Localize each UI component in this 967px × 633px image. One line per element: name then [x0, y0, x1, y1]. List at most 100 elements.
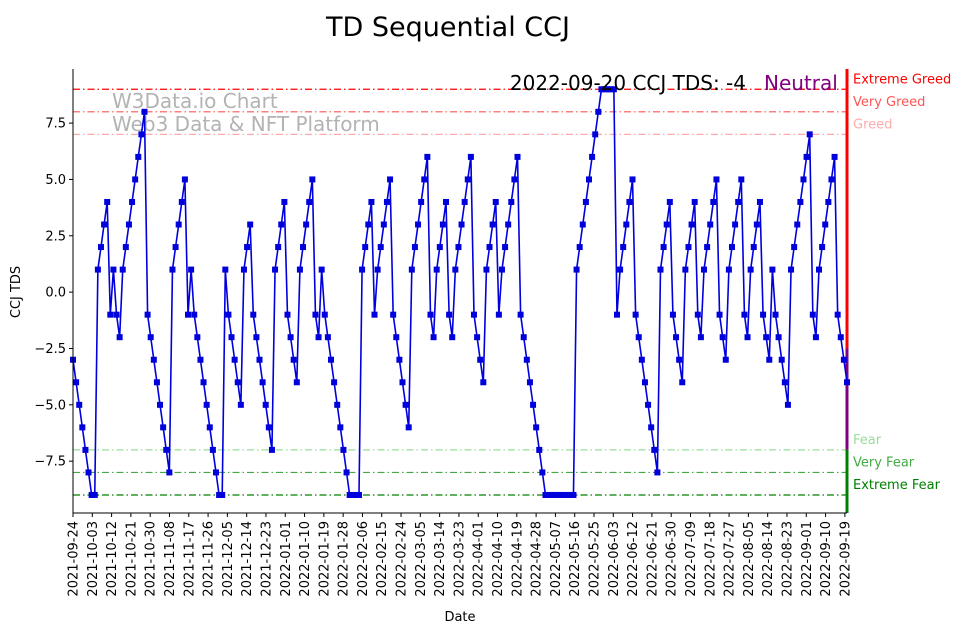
data-point-193 — [669, 311, 676, 318]
data-point-195 — [676, 356, 683, 363]
data-point-135 — [489, 221, 496, 228]
data-point-27 — [153, 379, 160, 386]
data-point-95 — [365, 221, 372, 228]
data-point-235 — [800, 176, 807, 183]
data-point-30 — [163, 446, 170, 453]
data-point-102 — [387, 176, 394, 183]
x-tick-label-2: 2021-10-12 — [105, 521, 120, 597]
data-point-129 — [470, 311, 477, 318]
x-tick-label-35: 2022-08-05 — [742, 521, 757, 597]
x-tick-label-12: 2022-01-10 — [298, 521, 313, 597]
data-point-200 — [691, 198, 698, 205]
data-point-24 — [144, 311, 151, 318]
data-point-198 — [685, 244, 692, 251]
x-tick-label-26: 2022-05-16 — [568, 521, 583, 597]
data-point-209 — [719, 334, 726, 341]
data-point-3 — [79, 424, 86, 431]
data-point-72 — [293, 379, 300, 386]
band-label-0: Extreme Greed — [853, 72, 951, 87]
data-point-238 — [809, 311, 816, 318]
data-point-23 — [141, 108, 148, 115]
data-point-208 — [716, 311, 723, 318]
x-tick-label-21: 2022-04-01 — [472, 521, 487, 597]
data-point-12 — [107, 311, 114, 318]
data-point-20 — [132, 176, 139, 183]
data-point-229 — [781, 379, 788, 386]
data-point-60 — [256, 356, 263, 363]
data-point-196 — [679, 379, 686, 386]
data-point-45 — [209, 446, 216, 453]
data-point-39 — [191, 311, 198, 318]
data-point-227 — [775, 334, 782, 341]
x-tick-label-34: 2022-07-27 — [723, 521, 738, 597]
data-point-49 — [222, 266, 229, 273]
x-tick-label-28: 2022-06-03 — [607, 521, 622, 597]
x-tick-label-39: 2022-09-10 — [819, 521, 834, 597]
band-label-5: Extreme Fear — [853, 478, 941, 493]
data-point-111 — [415, 221, 422, 228]
data-point-97 — [371, 311, 378, 318]
data-point-41 — [197, 356, 204, 363]
band-label-2: Greed — [853, 117, 892, 132]
data-point-17 — [122, 244, 129, 251]
x-tick-label-32: 2022-07-09 — [684, 521, 699, 597]
data-point-183 — [638, 356, 645, 363]
data-point-81 — [321, 311, 328, 318]
data-point-88 — [343, 469, 350, 476]
data-point-166 — [586, 176, 592, 183]
data-point-211 — [725, 266, 732, 273]
x-tick-label-17: 2022-02-24 — [395, 521, 410, 597]
data-point-136 — [492, 198, 499, 205]
data-point-78 — [312, 311, 319, 318]
data-point-68 — [281, 198, 288, 205]
data-point-174 — [610, 86, 617, 93]
watermark: W3Data.io Chart Web3 Data & NFT Platform — [112, 89, 380, 136]
data-point-210 — [722, 356, 729, 363]
data-point-240 — [816, 266, 823, 273]
data-point-14 — [113, 311, 120, 318]
data-point-53 — [234, 379, 241, 386]
data-point-214 — [735, 198, 742, 205]
data-point-131 — [477, 356, 484, 363]
data-point-42 — [200, 379, 207, 386]
data-point-187 — [651, 446, 658, 453]
data-point-244 — [828, 176, 835, 183]
data-point-219 — [750, 244, 757, 251]
data-point-147 — [526, 379, 533, 386]
data-point-180 — [629, 176, 636, 183]
data-point-10 — [101, 221, 108, 228]
y-axis-label: CCJ TDS — [9, 266, 24, 318]
data-point-194 — [673, 334, 680, 341]
data-point-77 — [309, 176, 316, 183]
data-point-121 — [446, 311, 453, 318]
x-tick-label-0: 2021-09-24 — [67, 521, 82, 597]
data-point-216 — [741, 311, 748, 318]
data-point-123 — [452, 266, 459, 273]
x-tick-label-7: 2021-11-26 — [202, 521, 217, 597]
data-point-96 — [368, 198, 375, 205]
data-point-228 — [778, 356, 785, 363]
x-tick-label-9: 2021-12-14 — [240, 521, 255, 597]
data-point-21 — [135, 153, 142, 160]
x-axis-label: Date — [444, 610, 475, 625]
data-point-202 — [697, 334, 704, 341]
data-point-108 — [405, 424, 412, 431]
data-point-137 — [495, 311, 502, 318]
x-tick-label-19: 2022-03-14 — [433, 521, 448, 597]
x-tick-label-37: 2022-08-23 — [780, 521, 795, 597]
data-point-163 — [576, 244, 583, 251]
data-point-11 — [104, 198, 111, 205]
x-tick-label-23: 2022-04-19 — [510, 521, 525, 597]
x-tick-label-10: 2021-12-23 — [259, 521, 274, 597]
data-point-25 — [147, 334, 154, 341]
data-point-234 — [797, 198, 804, 205]
x-tick-label-14: 2022-01-28 — [337, 521, 352, 597]
data-point-92 — [355, 491, 362, 498]
data-point-50 — [225, 311, 232, 318]
data-point-233 — [794, 221, 801, 228]
x-tick-label-6: 2021-11-17 — [182, 521, 197, 597]
data-point-80 — [318, 266, 325, 273]
data-point-239 — [812, 334, 819, 341]
x-tick-label-1: 2021-10-03 — [86, 521, 101, 597]
